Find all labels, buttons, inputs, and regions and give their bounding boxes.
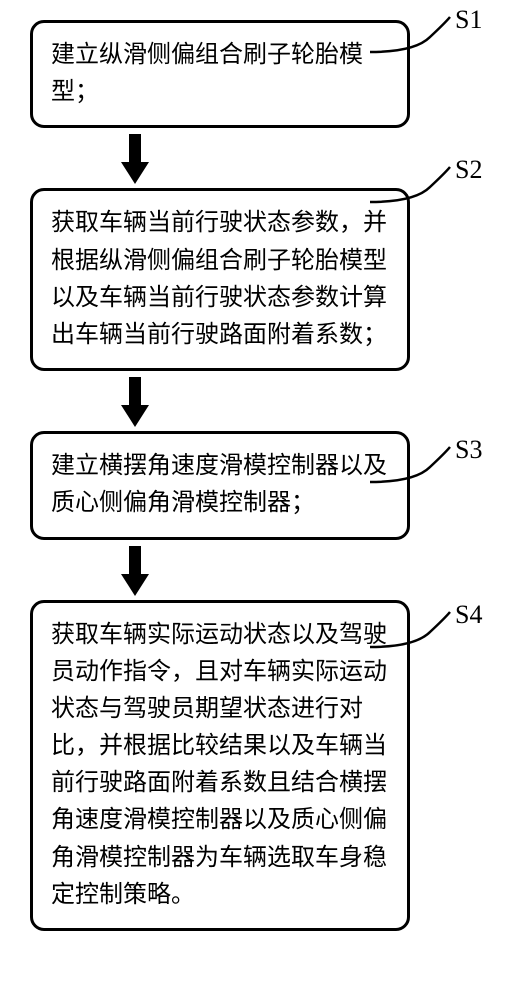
flowchart-container: 建立纵滑侧偏组合刷子轮胎模型； 获取车辆当前行驶状态参数，并根据纵滑侧偏组合刷子… <box>30 20 410 931</box>
callout-curve-icon <box>370 167 450 227</box>
arrow-s3-s4 <box>30 546 410 594</box>
node-text: 建立横摆角速度滑模控制器以及质心侧偏角滑模控制器； <box>51 453 387 516</box>
flowchart-node-s3: 建立横摆角速度滑模控制器以及质心侧偏角滑模控制器； <box>30 431 410 539</box>
node-text: 建立纵滑侧偏组合刷子轮胎模型； <box>51 42 363 105</box>
flowchart-node-s2: 获取车辆当前行驶状态参数，并根据纵滑侧偏组合刷子轮胎模型以及车辆当前行驶状态参数… <box>30 188 410 371</box>
callout-curve-icon <box>370 612 450 672</box>
step-label-s4: S4 <box>455 600 482 630</box>
node-text: 获取车辆当前行驶状态参数，并根据纵滑侧偏组合刷子轮胎模型以及车辆当前行驶状态参数… <box>51 210 387 348</box>
arrow-s2-s3 <box>30 377 410 425</box>
arrow-icon <box>125 546 147 594</box>
node-text: 获取车辆实际运动状态以及驾驶员动作指令，且对车辆实际运动状态与驾驶员期望状态进行… <box>51 622 387 908</box>
flowchart-node-s4: 获取车辆实际运动状态以及驾驶员动作指令，且对车辆实际运动状态与驾驶员期望状态进行… <box>30 600 410 932</box>
step-label-s1: S1 <box>455 5 482 35</box>
arrow-icon <box>125 377 147 425</box>
callout-curve-icon <box>370 17 450 77</box>
flowchart-node-s1: 建立纵滑侧偏组合刷子轮胎模型； <box>30 20 410 128</box>
step-label-text: S4 <box>455 600 482 629</box>
step-label-s3: S3 <box>455 435 482 465</box>
step-label-text: S3 <box>455 435 482 464</box>
callout-curve-icon <box>370 447 450 507</box>
step-label-s2: S2 <box>455 155 482 185</box>
step-label-text: S1 <box>455 5 482 34</box>
arrow-icon <box>125 134 147 182</box>
arrow-s1-s2 <box>30 134 410 182</box>
step-label-text: S2 <box>455 155 482 184</box>
